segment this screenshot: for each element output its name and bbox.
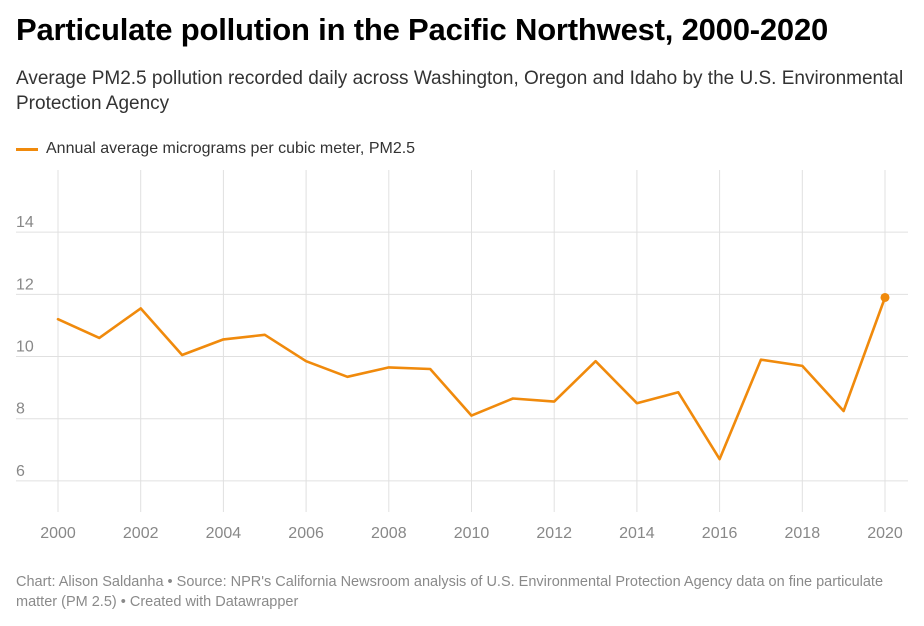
legend: Annual average micrograms per cubic mete… xyxy=(16,140,415,158)
x-tick-label: 2018 xyxy=(785,525,821,542)
x-tick-label: 2008 xyxy=(371,525,407,542)
line-chart: 2000 2002 2004 2006 2008 2010 2012 2014 2016 2018… xyxy=(16,170,908,542)
legend-label: Annual average micrograms per cubic mete… xyxy=(46,140,416,157)
y-tick-label: 12 xyxy=(16,276,34,293)
y-tick-label: 8 xyxy=(16,401,25,418)
x-tick-label: 2010 xyxy=(454,525,490,542)
chart-title: Particulate pollution in the Pacific Nor… xyxy=(16,12,829,47)
y-tick-label: 6 xyxy=(16,463,25,480)
chart-subtitle: Average PM2.5 pollution recorded daily a… xyxy=(16,68,904,114)
chart-footer-credit: Chart: Alison Saldanha • Source: NPR's C… xyxy=(16,574,884,610)
x-tick-label: 2012 xyxy=(536,525,572,542)
y-tick-label: 14 xyxy=(16,214,34,231)
x-tick-label: 2020 xyxy=(867,525,903,542)
series-line xyxy=(56,296,887,461)
x-tick-label: 2000 xyxy=(40,525,76,542)
x-tick-label: 2016 xyxy=(702,525,738,542)
endpoint-marker xyxy=(880,292,890,302)
x-tick-label: 2006 xyxy=(288,525,324,542)
x-tick-label: 2002 xyxy=(123,525,159,542)
legend-swatch xyxy=(16,147,38,151)
x-tick-label: 2014 xyxy=(619,525,655,542)
y-tick-label: 10 xyxy=(16,339,34,356)
x-tick-label: 2004 xyxy=(206,525,242,542)
